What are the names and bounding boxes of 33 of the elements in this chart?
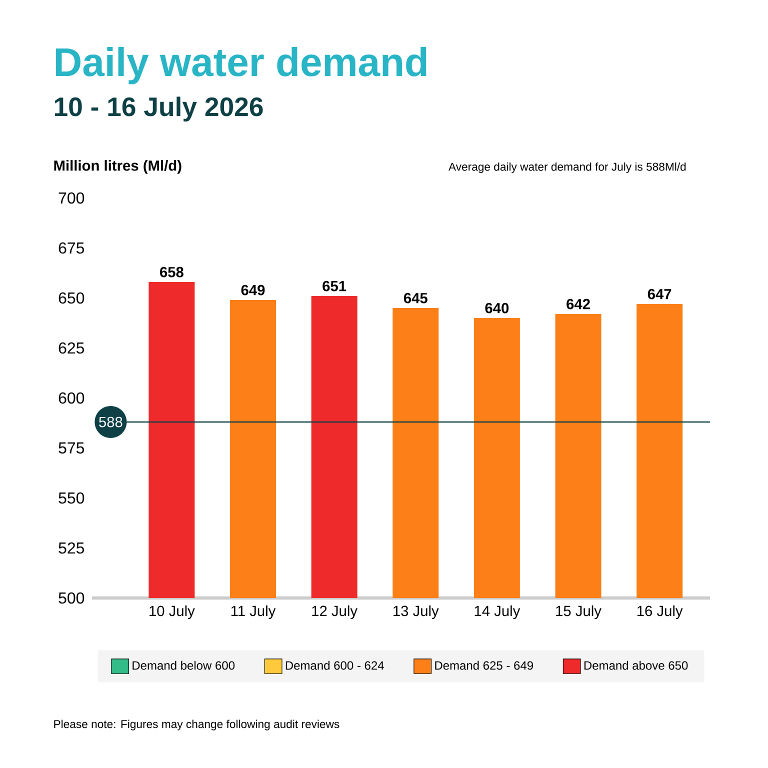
chart-subtitle: 10 - 16 July 2026	[54, 96, 263, 122]
x-tick-label: 10 July	[150, 605, 195, 620]
legend-label: Demand 625 - 649	[435, 660, 533, 670]
legend-label: Demand below 600	[132, 660, 235, 670]
data-label: 651	[322, 280, 346, 292]
data-label: 645	[404, 292, 428, 304]
y-tick-label: 525	[58, 542, 84, 554]
y-tick-label: 625	[58, 342, 84, 354]
y-axis-title: Million litres (Ml/d)	[54, 160, 182, 174]
y-tick-label: 500	[58, 592, 84, 604]
text: Please note: Figures may change following audit reviews	[54, 720, 340, 730]
chart-title: Daily water demand	[56, 47, 426, 84]
legend-label: Demand 600 - 624	[286, 660, 384, 670]
x-tick-label: 14 July	[474, 605, 520, 620]
y-tick-label: 600	[58, 392, 84, 404]
y-tick-label: 550	[58, 492, 84, 504]
y-tick-label: 675	[58, 242, 84, 254]
data-label: 658	[160, 266, 184, 278]
y-tick-label: 650	[58, 292, 84, 304]
y-tick-label: 700	[58, 192, 84, 204]
x-tick-label: 13 July	[394, 605, 439, 620]
x-tick-label: 12 July	[312, 605, 358, 620]
x-tick-label: 16 July	[637, 605, 683, 620]
y-tick-label: 575	[58, 442, 84, 454]
data-label: 642	[566, 298, 590, 310]
data-label: 649	[241, 284, 265, 296]
legend-label: Demand above 650	[584, 660, 688, 670]
data-label: 647	[648, 288, 672, 300]
text: Average daily water demand for July is 588Ml/d	[448, 162, 686, 174]
x-tick-label: 11 July	[231, 605, 276, 620]
data-label: 640	[485, 302, 509, 314]
ref-line-label: 588	[99, 416, 122, 428]
x-tick-label: 15 July	[556, 605, 602, 620]
